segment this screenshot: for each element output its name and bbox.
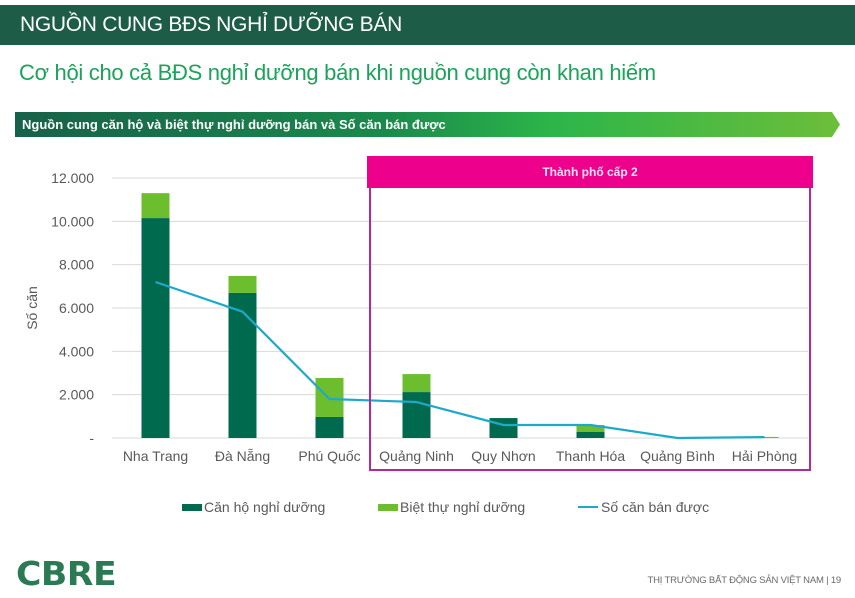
x-tick-label: Quảng Ninh bbox=[379, 448, 454, 464]
x-tick-label: Nha Trang bbox=[123, 448, 188, 464]
y-tick-label: 12.000 bbox=[51, 170, 94, 186]
y-tick-label: - bbox=[89, 430, 94, 446]
y-tick-label: 10.000 bbox=[51, 213, 94, 229]
bar-villa bbox=[141, 193, 170, 219]
y-tick-label: 4.000 bbox=[59, 343, 94, 359]
legend-item-villa: Biệt thự nghỉ dưỡng bbox=[378, 497, 525, 517]
sold-units-line bbox=[155, 280, 765, 440]
cbre-logo: CBRE bbox=[16, 554, 117, 593]
bar-apartment bbox=[315, 416, 344, 438]
chart-legend: Căn hộ nghỉ dưỡng Biệt thự nghỉ dưỡng Số… bbox=[0, 497, 855, 517]
bar-apartment bbox=[402, 392, 431, 438]
x-tick-label: Đà Nẵng bbox=[215, 448, 270, 464]
x-tick-label: Phú Quốc bbox=[298, 448, 360, 464]
x-tick-label: Quảng Bình bbox=[640, 448, 715, 464]
y-tick-label: 6.000 bbox=[59, 300, 94, 316]
legend-item-apartment: Căn hộ nghỉ dưỡng bbox=[182, 497, 325, 517]
sold-line-icon bbox=[578, 506, 598, 508]
bar-villa bbox=[228, 275, 257, 293]
y-axis-label: Số căn bbox=[24, 286, 40, 330]
page-subtitle: Cơ hội cho cả BĐS nghỉ dưỡng bán khi ngu… bbox=[19, 60, 656, 85]
bar-villa bbox=[576, 425, 605, 432]
apartment-swatch-icon bbox=[182, 503, 202, 511]
tier2-cities-label: Thành phố cấp 2 bbox=[367, 156, 813, 188]
chart-title: Nguồn cung căn hộ và biệt thự nghỉ dưỡng… bbox=[22, 117, 446, 132]
villa-swatch-icon bbox=[378, 503, 398, 511]
stacked-bar-line-chart: - 2.000 4.000 6.000 8.000 10.000 12.000 Số căn N… bbox=[24, 170, 808, 464]
page-header: NGUỒN CUNG BĐS NGHỈ DƯỠNG BÁN bbox=[0, 5, 855, 45]
bar-apartment bbox=[576, 431, 605, 438]
footer-text: THỊ TRƯỜNG BẤT ĐỘNG SẢN VIỆT NAM | 19 bbox=[647, 575, 842, 586]
x-tick-label: Thanh Hóa bbox=[556, 448, 625, 464]
x-tick-label: Hải Phòng bbox=[732, 448, 797, 464]
chart-title-banner: Nguồn cung căn hộ và biệt thự nghỉ dưỡng… bbox=[15, 112, 840, 137]
legend-item-sold: Số căn bán được bbox=[578, 497, 709, 517]
page-title: NGUỒN CUNG BĐS NGHỈ DƯỠNG BÁN bbox=[20, 13, 402, 36]
bar-apartment bbox=[141, 218, 170, 438]
y-tick-label: 2.000 bbox=[59, 387, 94, 403]
y-tick-label: 8.000 bbox=[59, 257, 94, 273]
bar-villa bbox=[402, 374, 431, 393]
x-tick-label: Quy Nhơn bbox=[471, 448, 535, 464]
bar-apartment bbox=[228, 292, 257, 438]
tier2-cities-frame bbox=[369, 186, 811, 471]
